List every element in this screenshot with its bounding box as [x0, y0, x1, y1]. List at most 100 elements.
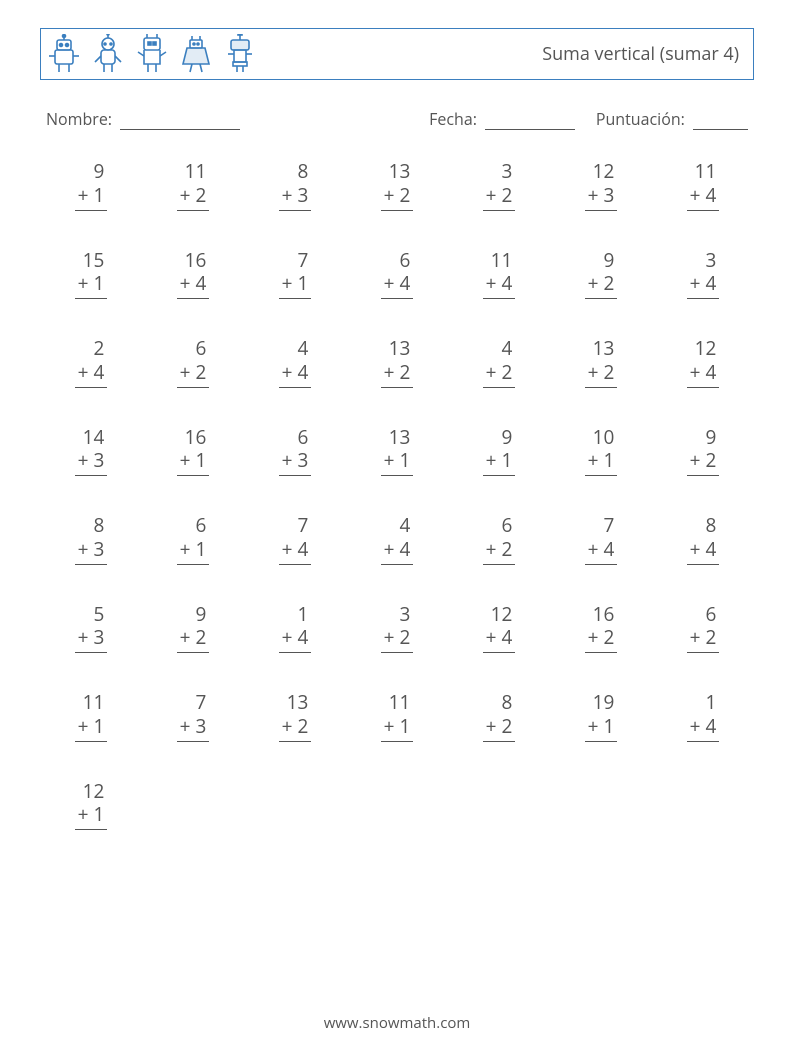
addition-problem: 4+ 4 [279, 337, 312, 388]
bottom-operand: + 1 [279, 272, 312, 299]
bottom-operand: + 1 [75, 184, 108, 211]
top-operand: 4 [279, 337, 312, 361]
addition-problem: 12+ 1 [75, 780, 108, 831]
top-operand: 11 [75, 691, 108, 715]
top-operand: 14 [75, 426, 108, 450]
top-operand: 12 [585, 160, 618, 184]
name-blank[interactable] [120, 113, 240, 130]
bottom-operand: + 1 [75, 715, 108, 742]
bottom-operand: + 4 [687, 184, 720, 211]
problem-cell: 8+ 2 [448, 691, 550, 742]
top-operand: 8 [279, 160, 312, 184]
bottom-operand: + 4 [483, 272, 516, 299]
problem-cell: 4+ 4 [346, 514, 448, 565]
top-operand: 11 [483, 249, 516, 273]
addition-problem: 5+ 3 [75, 603, 108, 654]
addition-problem: 3+ 2 [381, 603, 414, 654]
problem-cell: 13+ 2 [244, 691, 346, 742]
problem-cell: 6+ 1 [142, 514, 244, 565]
top-operand: 3 [381, 603, 414, 627]
robot-icon [91, 34, 125, 74]
addition-problem: 3+ 4 [687, 249, 720, 300]
problem-cell: 9+ 1 [448, 426, 550, 477]
problem-cell: 5+ 3 [40, 603, 142, 654]
name-field: Nombre: [46, 108, 240, 130]
problem-cell: 1+ 4 [244, 603, 346, 654]
addition-problem: 6+ 1 [177, 514, 210, 565]
bottom-operand: + 2 [687, 449, 720, 476]
date-blank[interactable] [485, 113, 575, 130]
bottom-operand: + 3 [75, 449, 108, 476]
addition-problem: 7+ 3 [177, 691, 210, 742]
addition-problem: 1+ 4 [687, 691, 720, 742]
top-operand: 9 [75, 160, 108, 184]
top-operand: 1 [687, 691, 720, 715]
footer-text: www.snowmath.com [0, 1013, 794, 1033]
addition-problem: 13+ 2 [381, 337, 414, 388]
top-operand: 4 [381, 514, 414, 538]
addition-problem: 13+ 1 [381, 426, 414, 477]
top-operand: 13 [279, 691, 312, 715]
bottom-operand: + 2 [483, 538, 516, 565]
bottom-operand: + 2 [483, 184, 516, 211]
top-operand: 6 [687, 603, 720, 627]
bottom-operand: + 2 [279, 715, 312, 742]
top-operand: 7 [279, 249, 312, 273]
addition-problem: 15+ 1 [75, 249, 108, 300]
addition-problem: 11+ 1 [381, 691, 414, 742]
problem-cell: 9+ 2 [550, 249, 652, 300]
top-operand: 15 [75, 249, 108, 273]
addition-problem: 6+ 2 [177, 337, 210, 388]
top-operand: 2 [75, 337, 108, 361]
problem-cell: 4+ 4 [244, 337, 346, 388]
top-operand: 6 [177, 514, 210, 538]
score-blank[interactable] [693, 113, 748, 130]
top-operand: 12 [483, 603, 516, 627]
problem-cell: 6+ 2 [448, 514, 550, 565]
problem-cell: 16+ 4 [142, 249, 244, 300]
bottom-operand: + 1 [177, 538, 210, 565]
addition-problem: 2+ 4 [75, 337, 108, 388]
top-operand: 12 [687, 337, 720, 361]
robot-icon [47, 34, 81, 74]
bottom-operand: + 2 [585, 361, 618, 388]
top-operand: 11 [381, 691, 414, 715]
problem-cell: 12+ 4 [448, 603, 550, 654]
top-operand: 3 [687, 249, 720, 273]
problem-cell: 9+ 2 [142, 603, 244, 654]
addition-problem: 6+ 4 [381, 249, 414, 300]
bottom-operand: + 3 [279, 184, 312, 211]
problem-cell: 12+ 4 [652, 337, 754, 388]
addition-problem: 11+ 4 [483, 249, 516, 300]
addition-problem: 12+ 4 [483, 603, 516, 654]
bottom-operand: + 4 [483, 626, 516, 653]
bottom-operand: + 4 [177, 272, 210, 299]
problem-cell: 4+ 2 [448, 337, 550, 388]
addition-problem: 4+ 4 [381, 514, 414, 565]
problem-cell: 6+ 3 [244, 426, 346, 477]
problem-cell: 12+ 1 [40, 780, 142, 831]
problem-cell: 7+ 4 [244, 514, 346, 565]
top-operand: 10 [585, 426, 618, 450]
problem-cell: 7+ 3 [142, 691, 244, 742]
problem-cell: 7+ 1 [244, 249, 346, 300]
problem-cell: 6+ 2 [142, 337, 244, 388]
problem-cell: 11+ 4 [652, 160, 754, 211]
bottom-operand: + 4 [687, 361, 720, 388]
bottom-operand: + 2 [177, 361, 210, 388]
bottom-operand: + 2 [585, 626, 618, 653]
problem-cell: 12+ 3 [550, 160, 652, 211]
bottom-operand: + 2 [177, 626, 210, 653]
addition-problem: 12+ 4 [687, 337, 720, 388]
top-operand: 8 [483, 691, 516, 715]
problem-cell: 2+ 4 [40, 337, 142, 388]
problem-cell: 13+ 2 [550, 337, 652, 388]
addition-problem: 11+ 4 [687, 160, 720, 211]
addition-problem: 6+ 2 [483, 514, 516, 565]
problem-cell: 9+ 2 [652, 426, 754, 477]
problem-cell: 7+ 4 [550, 514, 652, 565]
problem-cell: 11+ 2 [142, 160, 244, 211]
bottom-operand: + 3 [585, 184, 618, 211]
name-label: Nombre: [46, 108, 112, 130]
top-operand: 6 [483, 514, 516, 538]
